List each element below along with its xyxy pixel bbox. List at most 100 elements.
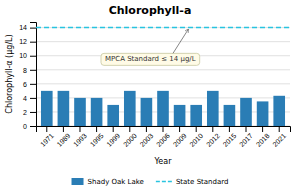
bar — [257, 101, 269, 126]
tick-label: 2021 — [271, 132, 287, 148]
tick-mark — [30, 84, 36, 85]
tick-mark — [212, 126, 213, 132]
legend-label: Shady Oak Lake — [88, 178, 144, 186]
y-axis-title: Chlorophyll-α (μg/L) — [5, 34, 14, 113]
tick-mark — [96, 126, 97, 132]
tick-mark — [246, 126, 247, 132]
tick: 1993 — [72, 126, 88, 148]
bar — [174, 105, 186, 126]
tick-label: 14 — [19, 24, 27, 31]
annotation-box — [101, 53, 200, 65]
annotation: MPCA Standard ≤ 14 μg/L — [101, 29, 200, 65]
bar — [91, 98, 103, 126]
tick-label: 2015 — [222, 132, 238, 148]
tick-mark — [79, 126, 80, 132]
tick: 4 — [23, 95, 36, 102]
legend-item: State Standard — [156, 178, 229, 186]
legend: Shady Oak Lake State Standard — [72, 178, 229, 186]
grid-line — [36, 83, 290, 84]
tick-mark — [30, 126, 36, 127]
tick-label: 1999 — [105, 132, 121, 148]
bar — [141, 98, 153, 126]
chart: 0246810121419711989199319951999200020032… — [0, 0, 300, 190]
plot: 0246810121419711989199319951999200020032… — [19, 23, 290, 149]
grid-line — [36, 27, 290, 28]
bar — [107, 105, 119, 126]
marks — [36, 28, 290, 126]
tick-mark — [30, 28, 36, 29]
tick-label: 1971 — [39, 132, 55, 148]
tick-label: 10 — [19, 52, 27, 59]
tick-label: 6 — [23, 81, 27, 88]
tick: 2021 — [271, 126, 287, 148]
tick-label: 2003 — [138, 132, 154, 148]
x-axis: 1971198919931995199920002003200620092010… — [37, 126, 291, 148]
tick-mark — [30, 70, 36, 71]
bar — [74, 98, 86, 126]
legend-item: Shady Oak Lake — [72, 178, 144, 186]
tick-mark — [113, 126, 114, 132]
tick: 2012 — [205, 126, 221, 148]
tick-mark — [63, 126, 64, 132]
tick: 1989 — [55, 126, 71, 148]
reference-line — [36, 27, 290, 29]
tick-label: 2010 — [188, 132, 204, 148]
tick: 6 — [23, 81, 36, 88]
bar — [157, 91, 169, 126]
tick: 2009 — [172, 126, 188, 148]
tick-mark — [196, 126, 197, 132]
tick-mark — [30, 56, 36, 57]
tick: 2018 — [255, 126, 271, 148]
tick: 0 — [23, 123, 36, 130]
tick-mark — [30, 98, 36, 99]
tick-mark — [163, 126, 164, 132]
tick: 14 — [19, 24, 36, 31]
tick-mark — [129, 126, 130, 132]
tick-label: 12 — [19, 38, 27, 45]
tick-label: 2 — [23, 109, 27, 116]
tick: 2010 — [188, 126, 204, 148]
x-axis-title: Year — [154, 157, 173, 166]
tick-mark — [229, 126, 230, 132]
bar — [224, 105, 236, 126]
bar — [273, 96, 285, 126]
tick-label: 4 — [23, 95, 27, 102]
tick-mark — [262, 126, 263, 132]
legend-swatch — [72, 178, 84, 185]
legend-swatch — [156, 181, 172, 183]
tick-label: 2018 — [255, 132, 271, 148]
tick-mark — [30, 112, 36, 113]
grid-line — [36, 41, 290, 42]
grid — [36, 28, 290, 126]
tick-mark — [179, 126, 180, 132]
tick-mark — [46, 126, 47, 132]
tick-label: 1995 — [89, 132, 105, 148]
tick: 2006 — [155, 126, 171, 148]
tick-label: 0 — [23, 123, 27, 130]
tick-label: 2006 — [155, 132, 171, 148]
annotation-arrow — [173, 29, 188, 53]
bar — [124, 91, 136, 126]
tick: 2000 — [122, 126, 138, 148]
bar — [240, 98, 252, 126]
tick-mark — [146, 126, 147, 132]
bar — [190, 105, 202, 126]
legend-label: State Standard — [176, 178, 229, 186]
bar — [58, 91, 70, 126]
annotation-text: MPCA Standard ≤ 14 μg/L — [105, 55, 196, 63]
tick-label: 2000 — [122, 132, 138, 148]
tick: 2 — [23, 109, 36, 116]
tick: 1995 — [89, 126, 105, 148]
tick: 2003 — [138, 126, 154, 148]
tick: 8 — [23, 67, 36, 74]
axis-line — [37, 127, 291, 133]
tick-label: 1989 — [55, 132, 71, 148]
tick-label: 2017 — [238, 132, 254, 148]
tick-label: 2009 — [172, 132, 188, 148]
tick-label: 8 — [23, 67, 27, 74]
bar — [207, 91, 219, 126]
grid-line — [36, 69, 290, 70]
tick: 10 — [19, 52, 36, 59]
tick-mark — [30, 42, 36, 43]
title: Chlorophyll-a — [109, 4, 192, 17]
